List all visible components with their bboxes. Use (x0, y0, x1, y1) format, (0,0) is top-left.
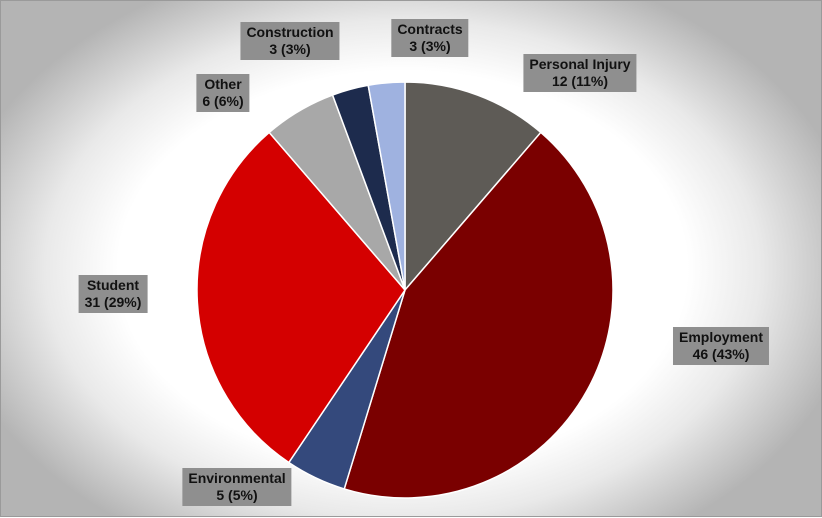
data-label-personal-injury-name: Personal Injury (529, 56, 631, 72)
data-label-environmental-name: Environmental (188, 470, 286, 486)
data-label-environmental: Environmental 5 (5%) (182, 468, 292, 506)
pie-slice-personal-injury (404, 81, 542, 293)
data-label-employment-value: 46 (43%) (692, 346, 750, 362)
pie-slices (196, 81, 614, 499)
pie-slice-contracts (367, 81, 406, 291)
pie-slice-student (196, 131, 406, 464)
data-label-personal-injury-value: 12 (11%) (551, 73, 609, 89)
data-label-construction: Construction 3 (3%) (240, 22, 340, 60)
data-label-other-value: 6 (6%) (202, 93, 244, 109)
data-label-other-name: Other (204, 76, 242, 92)
pie-slice-employment (343, 131, 614, 499)
data-label-personal-injury: Personal Injury 12 (11%) (523, 54, 637, 92)
data-label-student: Student 31 (29%) (78, 275, 148, 313)
data-label-environmental-value: 5 (5%) (216, 487, 258, 503)
data-label-student-value: 31 (29%) (84, 294, 142, 310)
data-label-contracts-name: Contracts (397, 21, 463, 37)
data-label-employment: Employment 46 (43%) (672, 327, 770, 365)
data-label-contracts-value: 3 (3%) (409, 38, 451, 54)
data-label-other: Other 6 (6%) (196, 74, 250, 112)
data-label-contracts: Contracts 3 (3%) (391, 19, 469, 57)
data-label-student-name: Student (86, 277, 140, 293)
data-label-employment-name: Employment (678, 329, 764, 345)
data-label-construction-value: 3 (3%) (269, 41, 311, 57)
data-label-construction-name: Construction (246, 24, 334, 40)
